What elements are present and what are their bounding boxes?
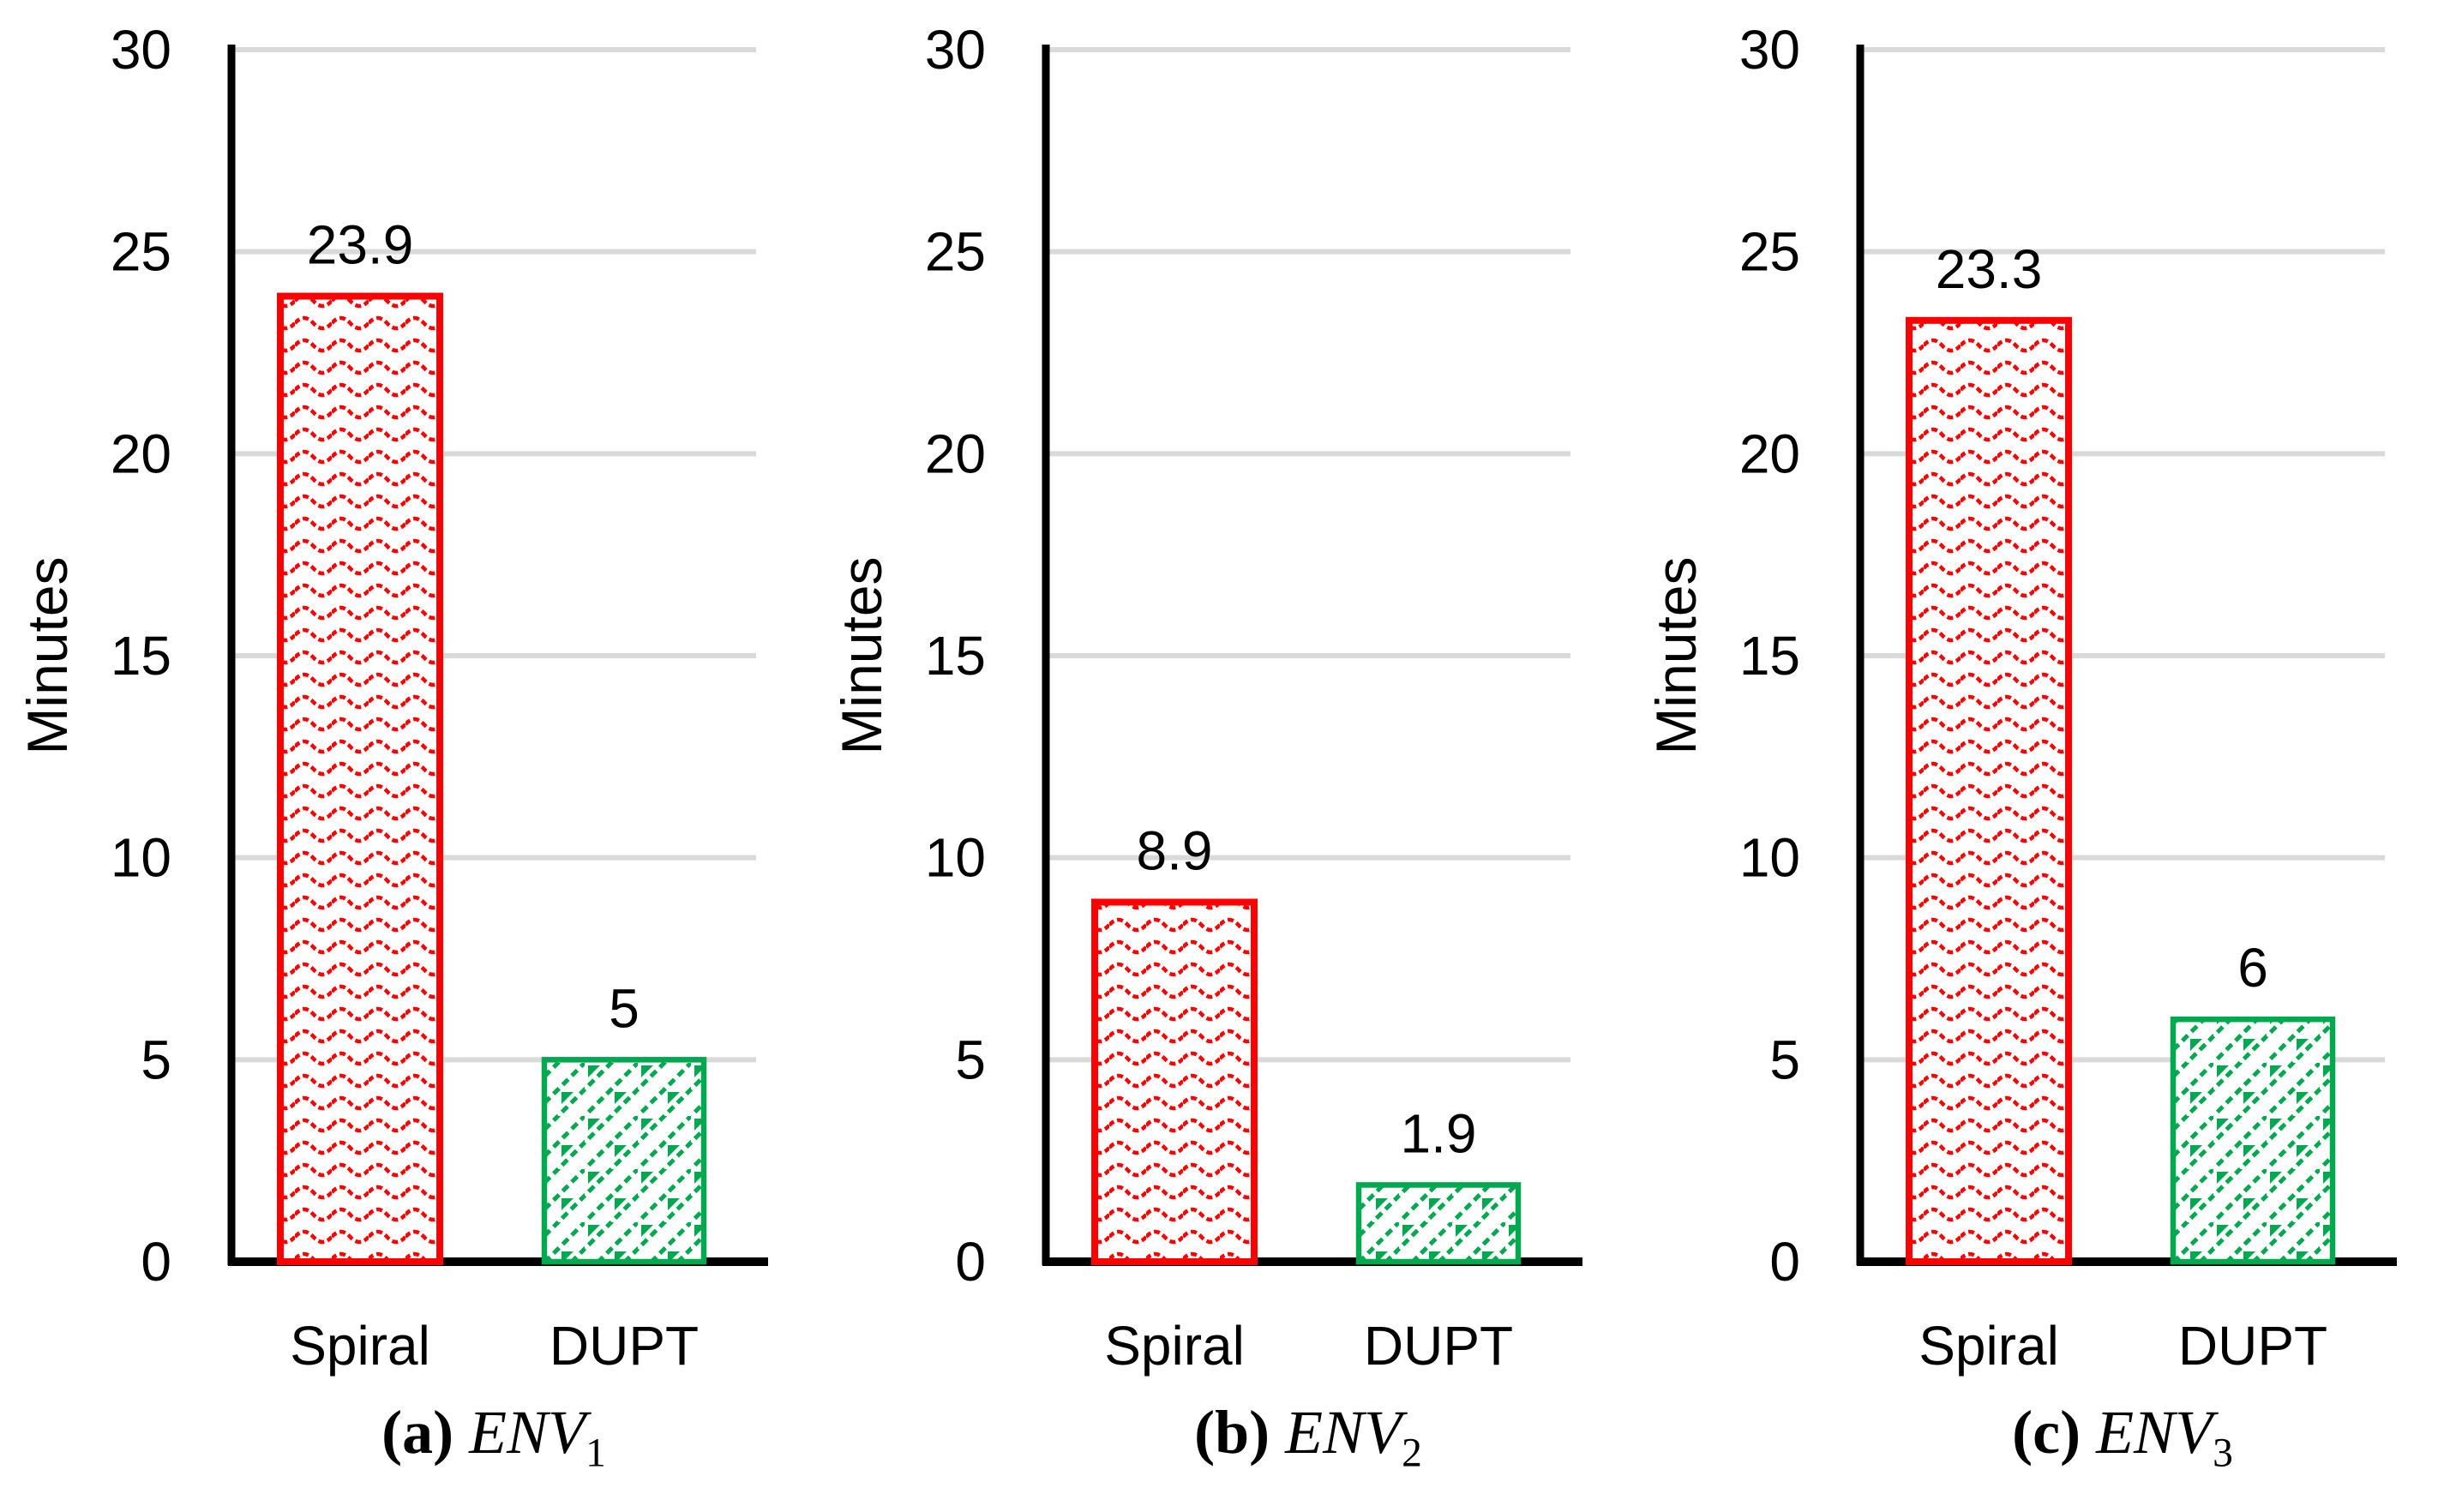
category-label-spiral: Spiral xyxy=(1919,1315,2059,1377)
y-tick-label-0: 0 xyxy=(141,1231,171,1293)
bars xyxy=(1091,898,1522,1265)
y-tick-label-15: 15 xyxy=(925,625,986,687)
chart-panel-env1: 0 5 10 15 20 25 30 23.9 Spiral 5 DUPT Minutes (a) EN… xyxy=(0,0,814,1512)
y-tick-label-30: 30 xyxy=(925,19,986,81)
caption-env-subscript: 3 xyxy=(2213,1431,2233,1476)
labels: 0 5 10 15 20 25 30 8.9 Spiral 1.9 DUPT Minutes xyxy=(830,19,1513,1377)
bar-chart-env1: 0 5 10 15 20 25 30 23.9 Spiral 5 DUPT Minutes xyxy=(15,19,768,1377)
y-tick-label-0: 0 xyxy=(955,1231,986,1293)
y-tick-label-20: 20 xyxy=(111,423,171,484)
caption-env-name: ENV xyxy=(2096,1398,2213,1467)
bar-spiral xyxy=(1906,316,2072,1265)
labels: 0 5 10 15 20 25 30 23.9 Spiral 5 DUPT Minutes xyxy=(15,19,699,1377)
y-tick-label-25: 25 xyxy=(1739,221,1800,283)
value-label-spiral: 8.9 xyxy=(1137,820,1213,882)
caption-env3: (c) ENV3 xyxy=(1860,1389,2385,1476)
value-label-dupt: 5 xyxy=(609,977,640,1039)
category-label-dupt: DUPT xyxy=(2178,1315,2327,1377)
y-tick-label-10: 10 xyxy=(1739,827,1800,889)
caption-env1: (a) ENV1 xyxy=(231,1389,756,1476)
value-label-dupt: 1.9 xyxy=(1401,1102,1477,1164)
caption-env-subscript: 1 xyxy=(585,1431,606,1476)
y-tick-label-20: 20 xyxy=(925,423,986,484)
caption-index-label: (c) xyxy=(2012,1398,2081,1467)
category-label-dupt: DUPT xyxy=(549,1315,699,1377)
bars xyxy=(277,292,707,1266)
y-tick-label-15: 15 xyxy=(1739,625,1800,687)
caption-index-label: (b) xyxy=(1194,1398,1270,1467)
caption-env-name: ENV xyxy=(1285,1398,1402,1467)
y-tick-label-15: 15 xyxy=(111,625,171,687)
gridlines xyxy=(1046,47,1570,1063)
bar-dupt xyxy=(1355,1182,1522,1265)
bar-chart-env3: 0 5 10 15 20 25 30 23.3 Spiral 6 DUPT Minutes xyxy=(1644,19,2397,1377)
y-tick-label-20: 20 xyxy=(1739,423,1800,484)
y-tick-label-0: 0 xyxy=(1769,1231,1800,1293)
y-tick-label-5: 5 xyxy=(955,1029,986,1090)
bar-chart-env2: 0 5 10 15 20 25 30 8.9 Spiral 1.9 DUPT Minutes xyxy=(830,19,1582,1377)
category-label-spiral: Spiral xyxy=(290,1315,430,1377)
y-tick-label-30: 30 xyxy=(1739,19,1800,81)
y-axis-title: Minutes xyxy=(830,556,893,754)
bar-dupt xyxy=(541,1057,707,1265)
y-tick-label-10: 10 xyxy=(111,827,171,889)
bar-dupt xyxy=(2170,1016,2336,1265)
bar-spiral xyxy=(277,292,443,1266)
caption-index-label: (a) xyxy=(381,1398,454,1467)
bar-spiral xyxy=(1091,898,1258,1265)
chart-panel-env2: 0 5 10 15 20 25 30 8.9 Spiral 1.9 DUPT Minutes (b) E… xyxy=(814,0,1629,1512)
y-axis-title: Minutes xyxy=(15,556,79,754)
value-label-dupt: 6 xyxy=(2237,937,2268,999)
category-label-dupt: DUPT xyxy=(1364,1315,1513,1377)
caption-env-subscript: 2 xyxy=(1402,1431,1422,1476)
caption-env-name: ENV xyxy=(469,1398,586,1467)
y-tick-label-5: 5 xyxy=(1769,1029,1800,1090)
bars xyxy=(1906,316,2336,1265)
y-tick-label-5: 5 xyxy=(141,1029,171,1090)
y-axis-title: Minutes xyxy=(1644,556,1708,754)
y-tick-label-25: 25 xyxy=(925,221,986,283)
labels: 0 5 10 15 20 25 30 23.3 Spiral 6 DUPT Minutes xyxy=(1644,19,2327,1377)
value-label-spiral: 23.3 xyxy=(1936,238,2043,300)
y-tick-label-10: 10 xyxy=(925,827,986,889)
chart-panel-env3: 0 5 10 15 20 25 30 23.3 Spiral 6 DUPT Minutes (c) EN… xyxy=(1629,0,2443,1512)
y-tick-label-25: 25 xyxy=(111,221,171,283)
caption-env2: (b) ENV2 xyxy=(1046,1389,1570,1476)
value-label-spiral: 23.9 xyxy=(307,214,414,276)
y-tick-label-30: 30 xyxy=(111,19,171,81)
category-label-spiral: Spiral xyxy=(1104,1315,1245,1377)
